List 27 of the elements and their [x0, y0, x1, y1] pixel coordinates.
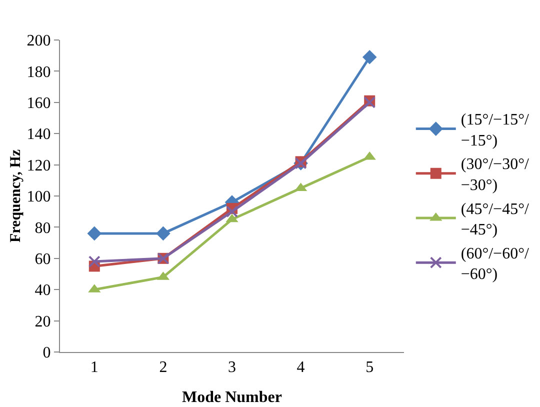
legend-label: (15°/−15°/−15°): [460, 112, 530, 150]
x-tick-label: 1: [90, 359, 98, 376]
point: [362, 50, 377, 64]
y-tick-label: 0: [42, 344, 51, 362]
y-tick-label: 80: [34, 220, 51, 237]
y-tick-label: 200: [26, 32, 51, 50]
y-tick-label: 60: [34, 251, 51, 268]
legend-label: (30°/−30°/−30°): [460, 156, 530, 194]
y-axis-title: Frequency, Hz: [8, 149, 24, 243]
x-tick-label: 3: [228, 359, 236, 376]
y-tick-label: 100: [26, 188, 51, 206]
point: [156, 226, 170, 241]
y-tick-label: 160: [26, 95, 51, 112]
point: [88, 256, 100, 268]
legend-label: (45°/−45°/−45°): [460, 200, 530, 239]
x-tick-label: 2: [159, 359, 168, 376]
x-tick-label: 5: [366, 359, 374, 376]
x-tick-label: 4: [296, 359, 305, 376]
point: [226, 206, 238, 218]
y-tick-label: 180: [26, 64, 51, 81]
y-tick-label: 140: [26, 126, 51, 144]
point: [87, 226, 102, 241]
x-axis-title: Mode Number: [182, 388, 282, 406]
legend-label: (60°/−60°/−60°): [460, 245, 530, 284]
y-tick-label: 40: [34, 282, 51, 300]
y-tick-label: 120: [26, 157, 51, 174]
y-tick-label: 20: [34, 313, 51, 330]
